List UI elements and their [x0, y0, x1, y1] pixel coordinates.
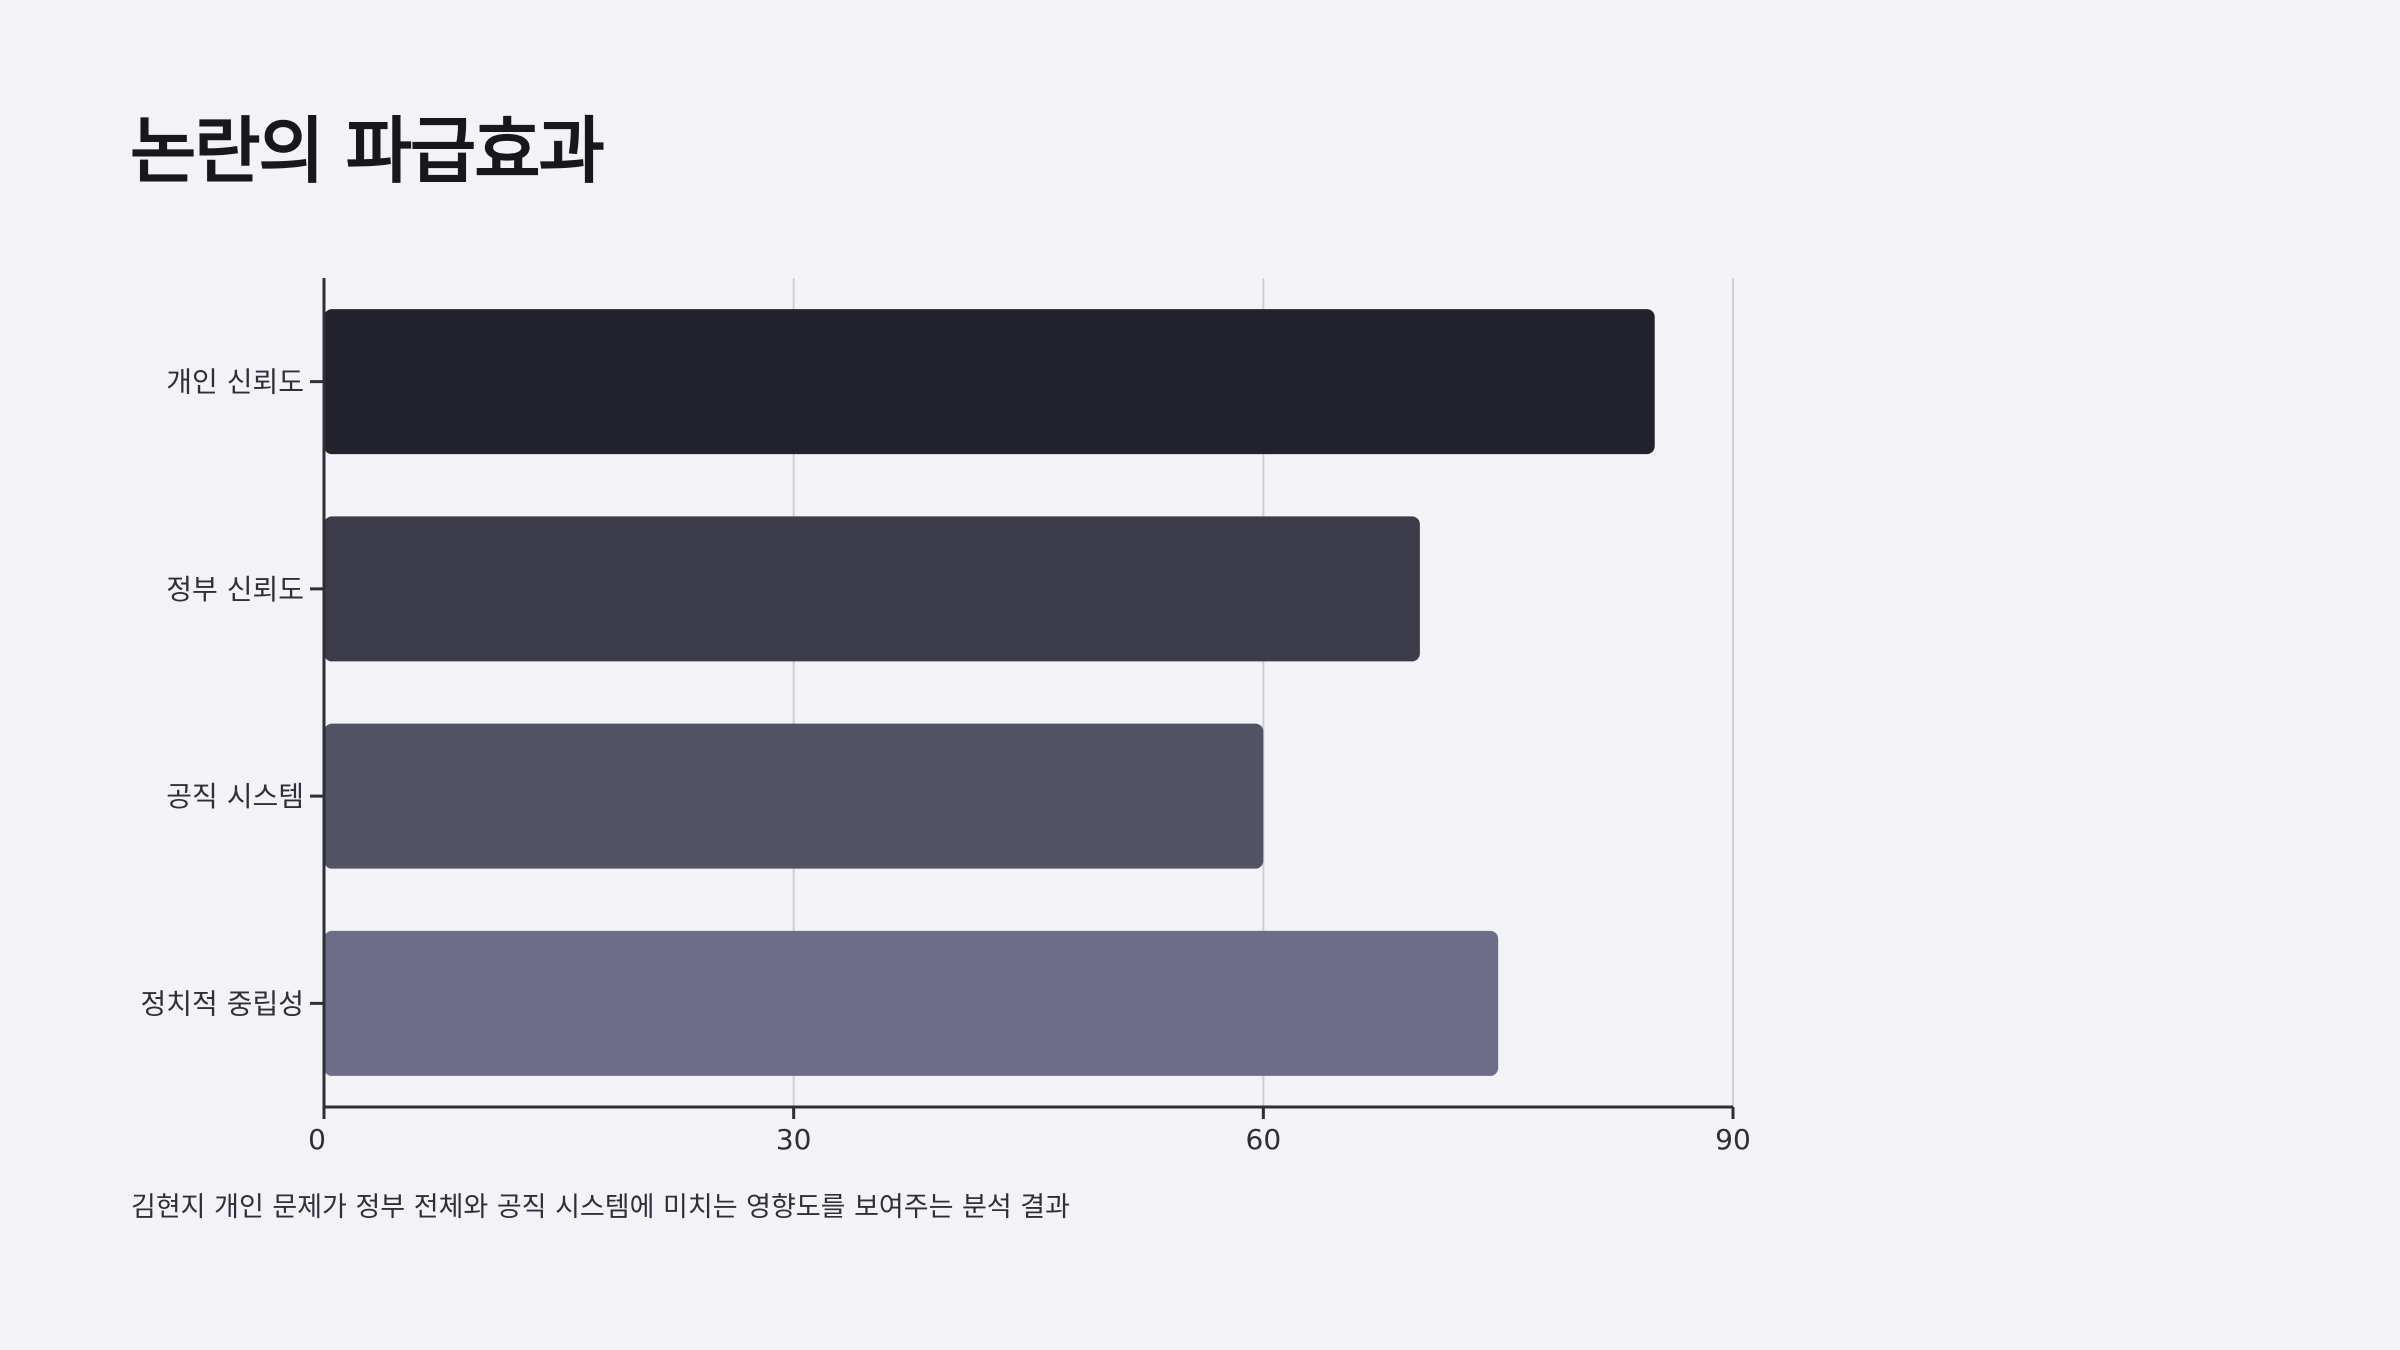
chart-caption: 김현지 개인 문제가 정부 전체와 공직 시스템에 미치는 영향도를 보여주는 … — [131, 1192, 1070, 1223]
x-axis-ticks: 0 30 60 90 — [308, 1107, 1751, 1156]
bars — [324, 309, 1655, 1076]
x-tick-label: 90 — [1715, 1123, 1751, 1156]
x-tick-label: 60 — [1246, 1123, 1282, 1156]
y-tick-label: 정부 신뢰도 — [166, 573, 304, 606]
bar-3 — [324, 930, 1499, 1076]
bar-0 — [324, 309, 1655, 455]
x-tick-label: 0 — [308, 1123, 326, 1156]
bar-2 — [324, 723, 1264, 869]
y-tick-label: 공직 시스템 — [166, 780, 304, 813]
x-tick-label: 30 — [776, 1123, 812, 1156]
page-title: 논란의 파급효과 — [130, 109, 605, 193]
y-tick-label: 개인 신뢰도 — [166, 366, 304, 399]
bar-1 — [324, 516, 1420, 662]
y-tick-label: 정치적 중립성 — [141, 987, 304, 1020]
